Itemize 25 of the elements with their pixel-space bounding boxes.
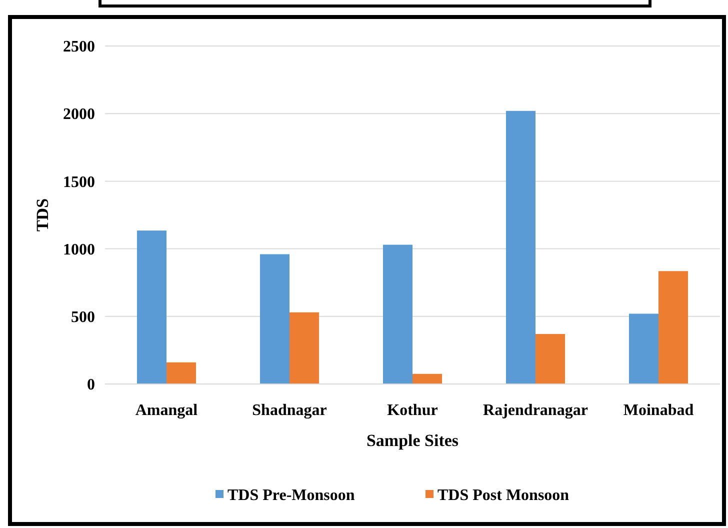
- bar: [536, 334, 566, 384]
- legend-label: TDS Post Monsoon: [438, 487, 570, 504]
- bar: [382, 244, 412, 384]
- legend-label: TDS Pre-Monsoon: [228, 487, 355, 504]
- x-tick-label: Shadnagar: [252, 402, 327, 419]
- x-tick-label: Rajendranagar: [483, 402, 588, 419]
- bar: [658, 271, 688, 384]
- bar: [290, 312, 320, 384]
- y-tick-label: 2000: [63, 106, 95, 124]
- y-tick-label: 1500: [63, 174, 95, 191]
- y-axis-title: TDS: [33, 198, 52, 232]
- y-tick-label: 2500: [63, 38, 95, 56]
- x-tick-label: Amangal: [135, 402, 198, 419]
- y-tick-label: 0: [87, 376, 95, 394]
- bar: [260, 254, 290, 384]
- y-tick-label: 1000: [63, 241, 95, 258]
- y-tick-label: 500: [71, 309, 95, 326]
- bar: [166, 362, 196, 384]
- x-axis-title: Sample Sites: [366, 431, 459, 450]
- bar: [506, 110, 536, 384]
- bar: [412, 374, 442, 384]
- x-tick-label: Kothur: [387, 402, 438, 419]
- bar: [628, 314, 658, 384]
- x-tick-label: Moinabad: [623, 402, 694, 419]
- bar: [136, 230, 166, 384]
